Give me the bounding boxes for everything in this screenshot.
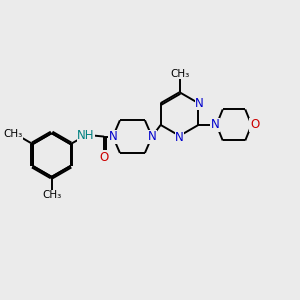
Text: N: N xyxy=(195,97,204,110)
Text: CH₃: CH₃ xyxy=(4,129,23,139)
Text: N: N xyxy=(175,130,184,144)
Text: O: O xyxy=(100,151,109,164)
Text: O: O xyxy=(250,118,259,131)
Text: N: N xyxy=(109,130,117,143)
Text: N: N xyxy=(211,118,220,131)
Text: CH₃: CH₃ xyxy=(42,190,61,200)
Text: NH: NH xyxy=(77,129,95,142)
Text: N: N xyxy=(148,130,156,143)
Text: CH₃: CH₃ xyxy=(170,69,189,79)
